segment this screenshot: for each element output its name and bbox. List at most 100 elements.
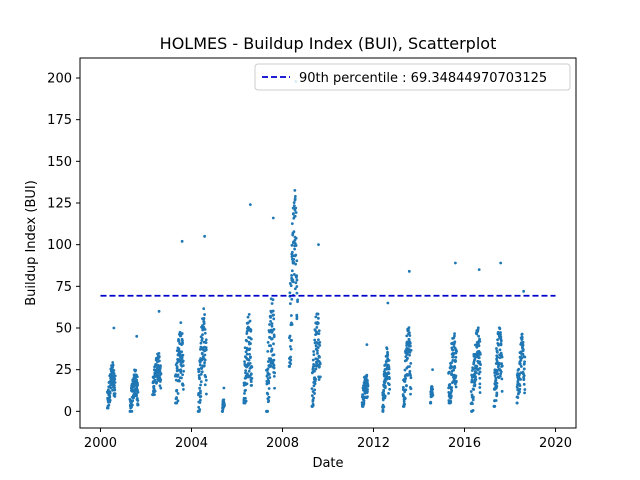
y-tick-label: 0: [64, 405, 72, 420]
data-point: [295, 313, 299, 317]
data-point: [500, 377, 504, 381]
data-point: [247, 358, 251, 362]
data-point: [500, 389, 504, 393]
data-point: [520, 335, 524, 339]
data-point: [517, 373, 521, 377]
data-point: [518, 384, 522, 388]
data-point: [295, 278, 299, 282]
data-point: [243, 360, 246, 364]
data-point: [448, 370, 451, 374]
x-axis-ticks: 2000 2004 2008 2012 2016 2020: [84, 428, 572, 451]
data-point: [249, 342, 252, 345]
data-point: [314, 377, 318, 381]
data-point: [362, 399, 366, 403]
data-point: [222, 398, 226, 402]
data-point: [157, 352, 161, 355]
data-point: [157, 309, 161, 313]
data-point: [455, 349, 458, 353]
data-point: [479, 352, 482, 356]
data-point: [290, 250, 294, 254]
data-point: [295, 285, 299, 288]
data-point: [134, 368, 138, 372]
data-point: [266, 367, 270, 371]
data-point: [245, 329, 249, 333]
x-tick-label: 2020: [539, 436, 572, 451]
data-point: [382, 405, 386, 409]
data-point: [478, 376, 482, 380]
data-point: [271, 309, 275, 313]
data-point: [387, 358, 391, 362]
data-point: [199, 341, 203, 345]
data-point: [317, 378, 321, 381]
data-point: [290, 243, 294, 247]
data-point: [248, 319, 252, 323]
data-point: [408, 331, 411, 335]
data-point: [176, 373, 180, 377]
data-point: [383, 394, 387, 398]
data-point: [181, 364, 185, 368]
data-point: [381, 408, 385, 411]
data-point: [204, 346, 208, 350]
data-point: [158, 367, 162, 371]
data-point: [269, 344, 272, 348]
data-point: [199, 389, 202, 393]
data-point: [113, 392, 117, 395]
data-point: [108, 391, 112, 395]
data-point: [448, 383, 452, 386]
data-point: [449, 394, 453, 398]
data-point: [478, 382, 482, 386]
data-point: [289, 358, 293, 362]
data-point: [136, 399, 140, 402]
data-point: [403, 368, 407, 372]
data-point: [499, 339, 503, 343]
data-point: [293, 287, 297, 291]
data-point: [449, 399, 452, 403]
data-point: [408, 370, 412, 373]
scatter-points: [105, 79, 527, 413]
data-point: [181, 388, 185, 391]
y-tick-label: 25: [55, 363, 72, 378]
data-point: [250, 364, 253, 368]
data-point: [495, 393, 499, 397]
data-point: [178, 379, 181, 383]
data-point: [269, 315, 272, 319]
data-point: [112, 372, 116, 375]
data-point: [314, 315, 318, 319]
data-point: [293, 214, 297, 218]
data-point: [295, 317, 299, 321]
data-point: [453, 332, 456, 336]
data-point: [177, 368, 180, 372]
data-point: [315, 325, 319, 329]
data-point: [204, 348, 208, 352]
data-point: [197, 367, 201, 371]
data-point: [199, 383, 202, 387]
data-point: [477, 344, 481, 348]
data-point: [272, 374, 276, 378]
data-point: [384, 380, 387, 383]
data-point: [431, 368, 434, 372]
data-point: [311, 404, 315, 407]
data-point: [248, 352, 251, 356]
data-point: [136, 403, 140, 407]
y-tick-label: 100: [47, 238, 72, 253]
data-point: [366, 388, 369, 391]
data-point: [493, 404, 497, 408]
data-point: [454, 380, 458, 384]
data-point: [408, 334, 412, 337]
data-point: [478, 386, 482, 389]
data-point: [181, 353, 185, 357]
data-point: [197, 369, 201, 373]
data-point: [203, 383, 207, 387]
data-point: [267, 387, 271, 390]
data-point: [158, 384, 162, 388]
data-point: [499, 333, 502, 337]
data-point: [452, 380, 456, 384]
data-point: [294, 262, 297, 266]
data-point: [111, 361, 115, 364]
data-point: [249, 380, 253, 383]
data-point: [495, 347, 498, 350]
data-point: [409, 376, 413, 380]
data-point: [388, 387, 392, 391]
data-point: [479, 363, 482, 366]
data-point: [202, 364, 206, 367]
